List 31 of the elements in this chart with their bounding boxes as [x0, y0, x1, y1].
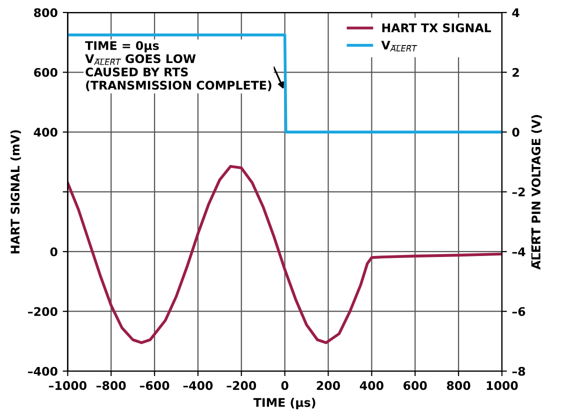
y2-tick-label: –8	[512, 366, 526, 376]
y2-axis-title: A̅L̅E̅R̅T̅ PIN VOLTAGE (V)	[531, 115, 542, 270]
legend-label: V$_{A̅L̅E̅R̅T̅}$	[381, 40, 418, 52]
x-tick-label: 600	[404, 381, 427, 390]
y2-tick-label: 4	[512, 8, 520, 17]
x-axis-title: TIME (µs)	[253, 398, 316, 410]
y2-tick-label: 2	[512, 68, 519, 77]
x-tick-label: 800	[446, 381, 470, 390]
y2-tick-label: –2	[512, 188, 525, 196]
y-tick-label: –200	[28, 307, 58, 316]
x-tick-label: –200	[226, 381, 256, 390]
x-tick-label: –600	[140, 381, 170, 390]
y2-tick-label: –6	[512, 307, 526, 316]
x-tick-label: 200	[316, 381, 340, 390]
y-tick-label: 800	[34, 8, 58, 18]
x-tick-label: –800	[96, 381, 126, 390]
y-axis-title: HART SIGNAL (mV)	[10, 130, 21, 254]
y-tick-label: 400	[34, 128, 58, 137]
line-series	[68, 165, 502, 344]
annotation: TIME = 0µs V$_{A̅L̅E̅R̅T̅}$ GOES LOW CAUSED BY RTS (TRANSMISSION COMPLETE)	[85, 41, 272, 92]
y-tick-label: 0	[50, 247, 58, 256]
x-tick-label: –1000	[48, 381, 86, 390]
x-tick-label: 1000	[486, 381, 518, 390]
y-tick-label: –400	[28, 366, 58, 376]
y-tick-label: 600	[34, 68, 58, 77]
y2-tick-label: –4	[512, 247, 526, 256]
x-tick-label: –400	[183, 381, 213, 390]
x-tick-label: 0	[281, 381, 288, 390]
legend-label: HART TX SIGNAL	[382, 23, 492, 32]
x-tick-label: 400	[360, 381, 384, 390]
y2-tick-label: 0	[512, 128, 520, 137]
